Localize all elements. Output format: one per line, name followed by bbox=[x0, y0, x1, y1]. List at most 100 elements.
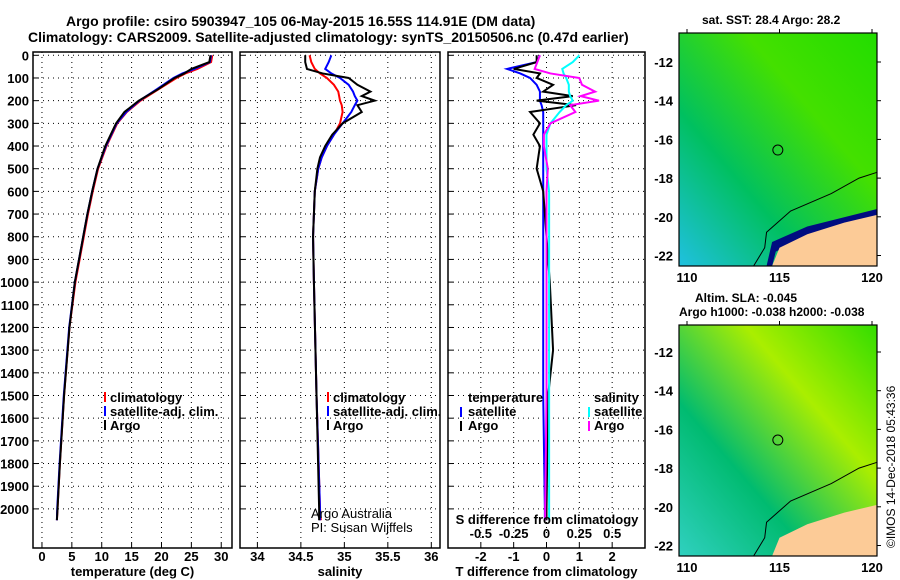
x-tick-label: 34.5 bbox=[288, 549, 313, 564]
x-tick-label: 30 bbox=[214, 549, 228, 564]
x-tick-label: 1 bbox=[576, 549, 583, 564]
series-line-t-satellite bbox=[503, 54, 546, 521]
legend-entry: climatology bbox=[110, 390, 183, 405]
depth-tick-label: 600 bbox=[7, 184, 29, 199]
depth-tick-label: 1000 bbox=[0, 275, 29, 290]
legend-entry: Argo bbox=[594, 418, 624, 433]
plot-frame bbox=[239, 51, 441, 549]
series-line-s-argo bbox=[533, 54, 600, 521]
lat-tick-label: -22 bbox=[654, 539, 673, 554]
depth-tick-label: 400 bbox=[7, 139, 29, 154]
x-tick-label: -1 bbox=[508, 549, 520, 564]
x-tick-label: 15 bbox=[124, 549, 138, 564]
x-tick-label-secondary: 0 bbox=[543, 526, 550, 541]
x-tick-label: -2 bbox=[475, 549, 487, 564]
x-axis-label: temperature (deg C) bbox=[71, 564, 195, 579]
legend-entry: Argo bbox=[468, 418, 498, 433]
plot-frame bbox=[32, 51, 233, 549]
depth-tick-label: 700 bbox=[7, 207, 29, 222]
x-tick-label: 0 bbox=[38, 549, 45, 564]
map-land bbox=[772, 504, 877, 556]
lat-tick-label: -18 bbox=[654, 461, 673, 476]
lat-tick-label: -14 bbox=[654, 94, 674, 109]
depth-tick-label: 1600 bbox=[0, 411, 29, 426]
lat-tick-label: -22 bbox=[654, 249, 673, 264]
x-tick-label: 2 bbox=[609, 549, 616, 564]
map-isobath-contour bbox=[753, 171, 878, 267]
depth-tick-label: 0 bbox=[22, 48, 29, 63]
x-axis-label: salinity bbox=[318, 564, 364, 579]
depth-tick-label: 500 bbox=[7, 162, 29, 177]
depth-tick-label: 1700 bbox=[0, 434, 29, 449]
x-tick-label: 25 bbox=[184, 549, 198, 564]
depth-tick-label: 1400 bbox=[0, 366, 29, 381]
legend-group-title: temperature bbox=[468, 390, 543, 405]
annotation-line-1: Argo Australia bbox=[311, 506, 393, 521]
title-line-1: Argo profile: csiro 5903947_105 06-May-2… bbox=[66, 13, 536, 29]
x-tick-label-secondary: -0.25 bbox=[499, 526, 529, 541]
map1-title: sat. SST: 28.4 Argo: 28.2 bbox=[702, 13, 841, 27]
series-line-argo bbox=[55, 55, 212, 521]
annotation-line-2: PI: Susan Wijffels bbox=[311, 520, 413, 535]
lat-tick-label: -18 bbox=[654, 171, 673, 186]
legend-group-title: salinity bbox=[594, 390, 640, 405]
depth-tick-label: 100 bbox=[7, 71, 29, 86]
lat-tick-label: -12 bbox=[654, 55, 673, 70]
depth-tick-label: 900 bbox=[7, 252, 29, 267]
depth-tick-label: 1300 bbox=[0, 343, 29, 358]
depth-tick-label: 1900 bbox=[0, 479, 29, 494]
lat-tick-label: -16 bbox=[654, 132, 673, 147]
lat-tick-label: -16 bbox=[654, 422, 673, 437]
series-line-s-satellite bbox=[545, 54, 581, 521]
x-tick-label-secondary: 0.5 bbox=[603, 526, 621, 541]
x-axis-label: T difference from climatology bbox=[455, 564, 638, 579]
series-line-argo bbox=[304, 55, 379, 521]
lat-tick-label: -20 bbox=[654, 500, 673, 515]
x-tick-label: 35.5 bbox=[375, 549, 400, 564]
lon-tick-label: 115 bbox=[769, 270, 790, 285]
title-line-2: Climatology: CARS2009. Satellite-adjuste… bbox=[28, 29, 629, 45]
legend-entry: Argo bbox=[110, 418, 140, 433]
x-tick-label-secondary: 0.25 bbox=[567, 526, 592, 541]
x-tick-label: 35 bbox=[337, 549, 351, 564]
map-frame bbox=[678, 32, 878, 267]
map-isobath-contour bbox=[753, 461, 878, 557]
map2-title-2: Argo h1000: -0.038 h2000: -0.038 bbox=[679, 305, 865, 319]
depth-tick-label: 2000 bbox=[0, 502, 29, 517]
series-line-satellite-adj-clim- bbox=[312, 54, 359, 521]
lat-tick-label: -12 bbox=[654, 345, 673, 360]
lon-tick-label: 110 bbox=[677, 560, 698, 575]
depth-tick-label: 300 bbox=[7, 116, 29, 131]
x-tick-label: 20 bbox=[154, 549, 168, 564]
depth-tick-label: 800 bbox=[7, 230, 29, 245]
legend-entry: satellite bbox=[468, 404, 516, 419]
float-position-marker bbox=[772, 144, 784, 156]
x-tick-label: 0 bbox=[543, 549, 550, 564]
x-tick-label: 34 bbox=[250, 549, 265, 564]
map-land bbox=[772, 214, 877, 266]
legend-entry: satellite-adj. clim. bbox=[333, 404, 441, 419]
x-tick-label: 36 bbox=[424, 549, 438, 564]
lon-tick-label: 115 bbox=[769, 560, 790, 575]
x-axis-label-secondary: S difference from climatology bbox=[456, 512, 640, 527]
float-position-marker bbox=[772, 434, 784, 446]
legend-entry: satellite-adj. clim. bbox=[110, 404, 218, 419]
depth-tick-label: 1100 bbox=[1, 298, 29, 313]
depth-tick-label: 200 bbox=[7, 94, 29, 109]
plot-frame bbox=[447, 51, 646, 549]
legend-entry: satellite bbox=[594, 404, 642, 419]
map-frame bbox=[678, 324, 878, 557]
series-line-t-argo bbox=[513, 55, 577, 521]
map2-title-1: Altim. SLA: -0.045 bbox=[695, 291, 798, 305]
lat-tick-label: -20 bbox=[654, 210, 673, 225]
depth-tick-label: 1800 bbox=[0, 457, 29, 472]
timestamp: ©IMOS 14-Dec-2018 05:43:36 bbox=[884, 385, 898, 548]
x-tick-label: 5 bbox=[68, 549, 75, 564]
lon-tick-label: 120 bbox=[861, 270, 883, 285]
legend-entry: Argo bbox=[333, 418, 363, 433]
x-tick-label: 10 bbox=[94, 549, 108, 564]
depth-tick-label: 1500 bbox=[0, 389, 29, 404]
series-line-satellite-adj-clim- bbox=[55, 55, 213, 521]
depth-tick-label: 1200 bbox=[0, 320, 29, 335]
